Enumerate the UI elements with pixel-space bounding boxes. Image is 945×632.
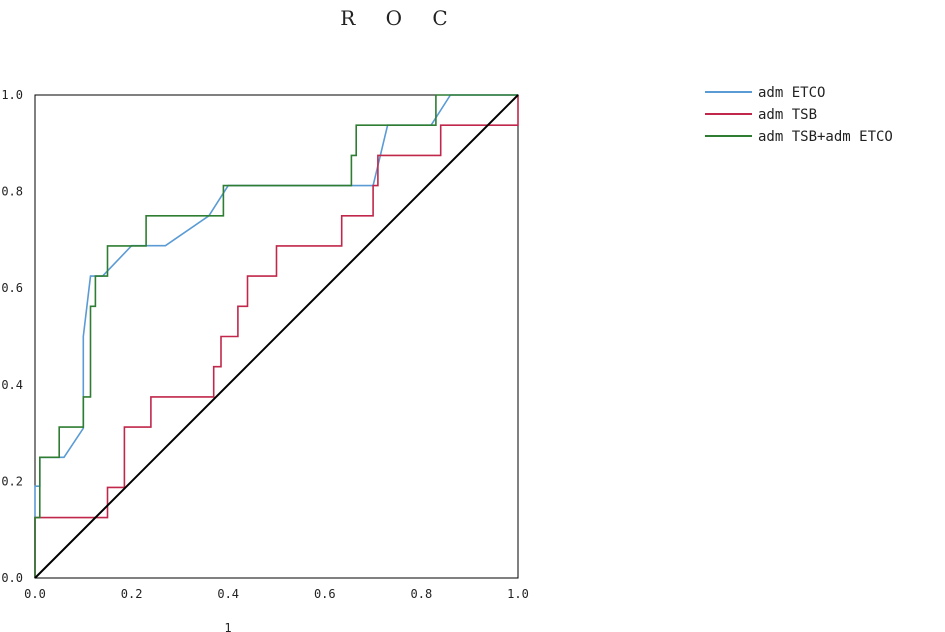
x-tick-label: 0.2 [121, 587, 143, 601]
x-tick-label: 0.4 [217, 587, 239, 601]
y-tick-label: 0.2 [1, 474, 23, 488]
y-tick-label: 0.6 [1, 281, 23, 295]
y-tick-label: 0.4 [1, 378, 23, 392]
series-line-1 [34, 95, 519, 578]
axis-ticks: 0.0 0.2 0.4 0.6 0.8 1.0 0.0 0.2 0.4 0.6 0.8 1.0 [1, 88, 529, 601]
y-tick-label: 0.0 [1, 571, 23, 585]
plot-border [34, 94, 519, 579]
x-tick-label: 0.6 [314, 587, 336, 601]
x-tick-label: 0.8 [411, 587, 433, 601]
chart-title: R O C [340, 6, 459, 30]
x-tick-label: 1.0 [507, 587, 529, 601]
legend-label: adm TSB+adm ETCO [758, 129, 893, 145]
y-tick-label: 1.0 [1, 88, 23, 102]
series-layer [34, 94, 519, 579]
legend-label: adm TSB [758, 107, 817, 123]
reference-diagonal-line [34, 94, 519, 579]
legend: adm ETCO adm TSB adm TSB+adm ETCO [705, 85, 893, 145]
series-line-2 [34, 94, 518, 578]
plot-area [34, 94, 519, 579]
y-tick-label: 0.8 [1, 185, 23, 199]
x-tick-label: 0.0 [24, 587, 46, 601]
legend-label: adm ETCO [758, 85, 825, 101]
x-axis-label: 1 [224, 621, 231, 632]
